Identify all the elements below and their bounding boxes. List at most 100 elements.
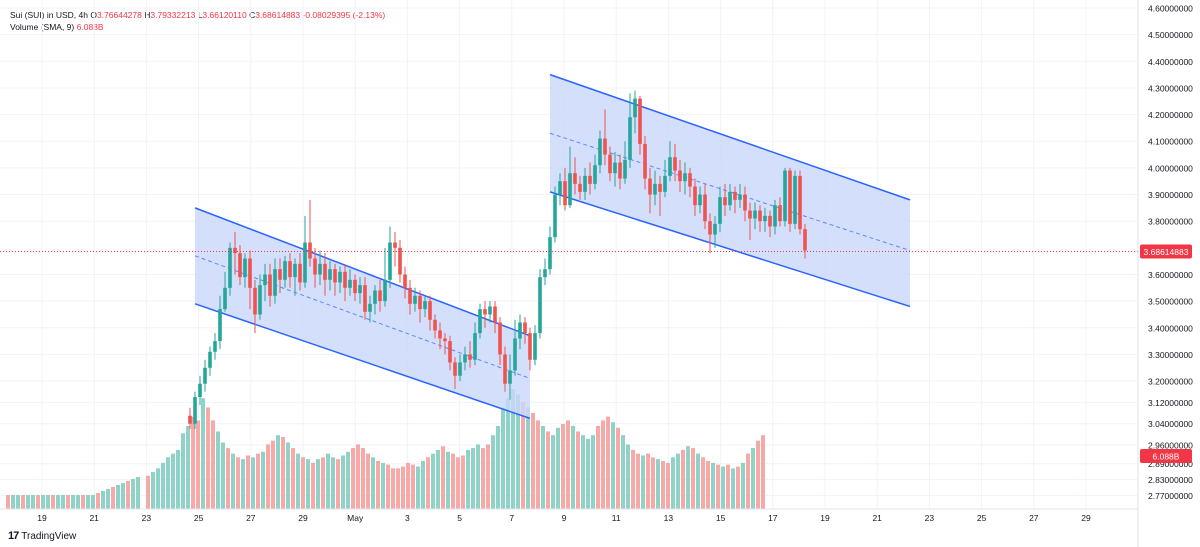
candle-body (493, 306, 497, 323)
volume-bar (191, 416, 195, 509)
candle-body (378, 290, 382, 302)
time-tick-label: 15 (716, 513, 726, 523)
volume-bar (241, 459, 245, 509)
volume-bar (131, 479, 135, 509)
volume-bar (561, 424, 565, 509)
price-tick-label: 3.30000000 (1148, 350, 1193, 360)
candle-body (468, 354, 472, 360)
volume-bar (616, 427, 620, 509)
candle-body (473, 333, 477, 360)
volume-bar (266, 444, 270, 509)
candle-body (283, 261, 287, 280)
volume-badge-label: 6.088B (1153, 452, 1180, 462)
candle-body (313, 258, 317, 275)
candle-body (258, 285, 262, 315)
time-tick-label: 17 (768, 513, 778, 523)
volume-bar (356, 444, 360, 509)
candle-body (793, 175, 797, 224)
volume-bar (646, 453, 650, 509)
candle-body (613, 162, 617, 174)
candle-body (573, 173, 577, 184)
candle-body (723, 197, 727, 206)
candle-body (253, 287, 257, 315)
candle-body (398, 247, 402, 275)
volume-bar (11, 495, 15, 509)
time-tick-label: 3 (405, 513, 410, 523)
time-tick-label: 29 (298, 513, 308, 523)
time-axis[interactable]: 19 21 23 25 27 29 May 3 5 7 9 11 13 15 17 19 21 23 25 27 29 (37, 513, 1091, 523)
volume-bar (576, 431, 580, 509)
volume-bar (21, 495, 25, 509)
volume-bar (471, 448, 475, 509)
volume-bar (151, 472, 155, 509)
volume-bar (511, 389, 515, 509)
volume-bar (566, 420, 570, 509)
channel-fill (195, 207, 530, 419)
tradingview-brand[interactable]: 17 TradingView (8, 530, 76, 542)
candle-body (238, 253, 242, 278)
candle-body (328, 269, 332, 280)
volume-bar (301, 457, 305, 509)
volume-bar (261, 451, 265, 509)
candle-body (478, 309, 482, 334)
volume-bar (711, 462, 715, 509)
volume-bar (281, 437, 285, 509)
volume-bar (116, 485, 120, 509)
candle-body (718, 197, 722, 224)
time-tick-label: 9 (562, 513, 567, 523)
candle-body (318, 263, 322, 275)
volume-bar (656, 459, 660, 509)
volume-bar (341, 455, 345, 509)
candle-body (428, 301, 432, 320)
volume-bar (136, 477, 140, 509)
candle-body (513, 338, 517, 371)
volume-bar (506, 398, 510, 509)
volume-bar (51, 495, 55, 509)
volume-bar (526, 407, 530, 509)
volume-bar (106, 489, 110, 509)
candle-body (223, 287, 227, 310)
volume-bar (121, 483, 125, 509)
price-tick-label: 3.04000000 (1148, 419, 1193, 429)
price-tick-label: 3.20000000 (1148, 377, 1193, 387)
volume-bar (641, 455, 645, 509)
price-tick-label: 4.40000000 (1148, 57, 1193, 67)
candle-body (338, 271, 342, 283)
candle-body (413, 295, 417, 304)
candle-body (543, 269, 547, 278)
candle-body (268, 274, 272, 296)
volume-bar (466, 449, 470, 509)
time-tick-label: 13 (664, 513, 674, 523)
volume-bar (41, 495, 45, 509)
price-axis[interactable]: 4.60000000 4.50000000 4.40000000 4.30000000… (1148, 3, 1193, 501)
volume-bar (256, 453, 260, 509)
volume-bar (731, 468, 735, 509)
volume-bar (26, 495, 30, 509)
open-label: O (90, 10, 97, 20)
candle-body (363, 285, 367, 312)
candle-body (623, 159, 627, 179)
ohlc-row: Sui (SUI) in USD, 4h O3.76644278 H3.7933… (10, 9, 385, 21)
price-tick-label: 3.80000000 (1148, 217, 1193, 227)
price-tick-label: 2.89000000 (1148, 459, 1193, 469)
candle-body (368, 303, 372, 312)
volume-bar (636, 453, 640, 509)
time-tick-label: 25 (977, 513, 987, 523)
volume-bar (521, 401, 525, 509)
open-value: 3.76644278 (96, 10, 142, 20)
candle-body (243, 258, 247, 278)
volume-bar (221, 442, 225, 509)
candle-body (403, 274, 407, 288)
volume-bar (716, 464, 720, 509)
volume-bar (166, 457, 170, 509)
volume-bar (516, 394, 520, 509)
volume-bar (381, 462, 385, 509)
time-tick-label: 7 (509, 513, 514, 523)
candle-body (743, 194, 747, 211)
high-label: H (144, 10, 151, 20)
channel-upper-line (194, 207, 531, 337)
candle-body (563, 181, 567, 206)
candle-body (448, 341, 452, 363)
candle-body (498, 322, 502, 355)
